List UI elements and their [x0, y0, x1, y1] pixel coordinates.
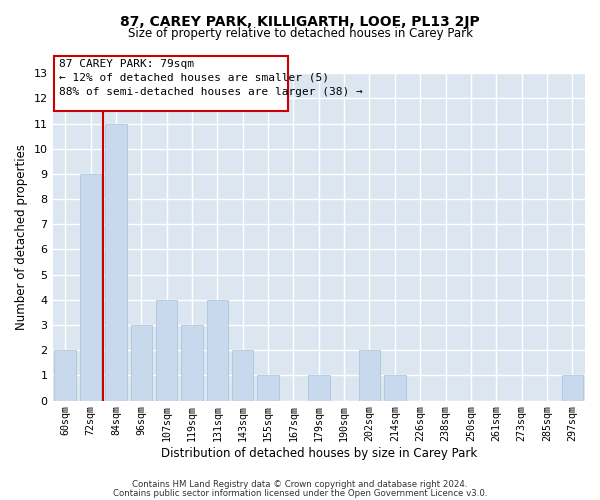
- Bar: [206, 300, 228, 400]
- Bar: [257, 376, 279, 400]
- Bar: [55, 350, 76, 401]
- Bar: [156, 300, 178, 400]
- Bar: [308, 376, 329, 400]
- Y-axis label: Number of detached properties: Number of detached properties: [15, 144, 28, 330]
- Bar: [232, 350, 253, 401]
- Bar: [80, 174, 101, 400]
- Text: Contains public sector information licensed under the Open Government Licence v3: Contains public sector information licen…: [113, 488, 487, 498]
- Bar: [384, 376, 406, 400]
- Bar: [105, 124, 127, 400]
- Text: Contains HM Land Registry data © Crown copyright and database right 2024.: Contains HM Land Registry data © Crown c…: [132, 480, 468, 489]
- Bar: [131, 325, 152, 400]
- Bar: [181, 325, 203, 400]
- Bar: [562, 376, 583, 400]
- FancyBboxPatch shape: [54, 56, 289, 111]
- Bar: [359, 350, 380, 401]
- Text: Size of property relative to detached houses in Carey Park: Size of property relative to detached ho…: [128, 28, 473, 40]
- Text: 87 CAREY PARK: 79sqm
← 12% of detached houses are smaller (5)
88% of semi-detach: 87 CAREY PARK: 79sqm ← 12% of detached h…: [59, 59, 363, 97]
- X-axis label: Distribution of detached houses by size in Carey Park: Distribution of detached houses by size …: [161, 447, 477, 460]
- Text: 87, CAREY PARK, KILLIGARTH, LOOE, PL13 2JP: 87, CAREY PARK, KILLIGARTH, LOOE, PL13 2…: [120, 15, 480, 29]
